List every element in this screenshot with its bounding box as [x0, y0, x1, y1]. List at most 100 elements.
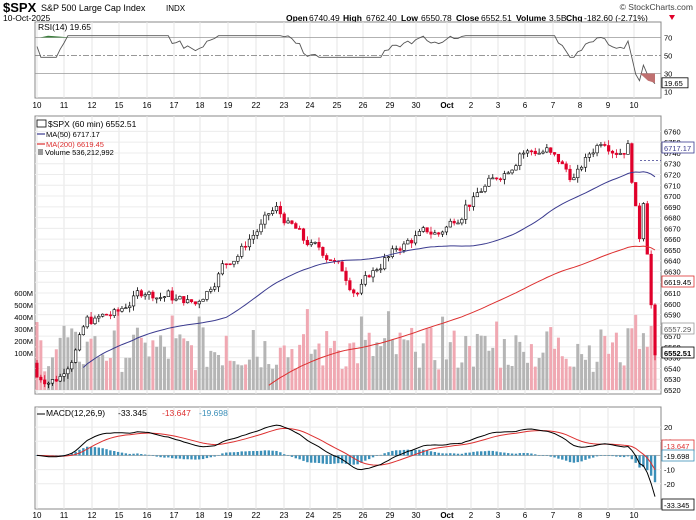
macd-histogram-bar — [290, 455, 294, 457]
volume-bar — [97, 356, 101, 390]
price-tick-label: 6630 — [664, 267, 681, 276]
x-tick-label: 8 — [578, 101, 583, 110]
candle — [155, 297, 159, 300]
candle — [108, 314, 112, 317]
volume-tick-label: 100M — [14, 349, 33, 358]
macd-histogram-bar — [456, 453, 460, 456]
macd-histogram-bar — [252, 450, 255, 456]
volume-bar — [560, 356, 564, 390]
volume-bar — [340, 369, 344, 390]
macd-histogram-bar — [93, 447, 97, 456]
candle — [267, 213, 271, 216]
macd-histogram-bar — [507, 453, 510, 456]
macd-panel — [34, 406, 662, 510]
candle — [371, 270, 375, 278]
macd-histogram-bar — [228, 452, 232, 456]
macd-line — [36, 424, 656, 497]
candle — [143, 294, 147, 297]
ma50-tag-box — [661, 141, 695, 154]
candle — [383, 257, 387, 270]
macd-legend: MACD(12,26,9) -33.345 -13.647 -19.698 — [37, 408, 228, 418]
volume-bar — [483, 335, 487, 390]
volume-bar — [282, 345, 286, 390]
volume-bar — [421, 343, 425, 390]
volume-bar — [417, 367, 421, 390]
volume-bar — [166, 358, 170, 390]
volume-tag: 6557.29 — [664, 325, 691, 334]
volume-bar — [201, 327, 205, 390]
candle — [81, 326, 85, 336]
x-tick-label: 8 — [578, 511, 583, 520]
candle — [637, 205, 642, 240]
volume-bar — [576, 343, 580, 390]
macd-histogram-bar — [329, 455, 332, 465]
volume-tick-label: 200M — [14, 337, 33, 346]
volume-bar — [178, 334, 182, 390]
candle — [522, 152, 526, 155]
volume-bar — [209, 350, 213, 390]
macd-histogram-bar — [375, 455, 379, 456]
macd-histogram-bar — [201, 455, 205, 460]
x-tick-label: Oct — [440, 511, 454, 520]
volume-bar — [356, 363, 360, 390]
x-tick-label: 25 — [333, 511, 342, 520]
macd-histogram-bar — [522, 452, 525, 456]
price-tick-label: 6700 — [664, 192, 681, 201]
volume-bar — [649, 325, 653, 390]
macd-histogram-bar — [398, 450, 402, 456]
candle — [298, 228, 302, 230]
macd-histogram-bar — [530, 453, 533, 456]
candle — [483, 185, 487, 192]
volume-bar — [151, 340, 155, 390]
x-tick-label: 3 — [496, 101, 501, 110]
macd-histogram-bar — [630, 455, 634, 460]
volume-tick-label: 300M — [14, 325, 33, 334]
candle — [178, 296, 182, 300]
macd-histogram-bar — [143, 454, 147, 456]
candle — [112, 309, 116, 316]
candle — [182, 296, 186, 304]
volume-bar — [572, 366, 576, 390]
candle — [580, 166, 584, 170]
macd-histogram-bar — [58, 455, 62, 456]
volume-bar — [545, 331, 549, 390]
macd-histogram-bar — [371, 455, 375, 458]
macd-histogram-bar — [425, 450, 429, 456]
volume-bar — [89, 338, 93, 390]
volume-bar — [641, 333, 645, 390]
macd-histogram-bar — [221, 453, 224, 456]
candle — [437, 232, 441, 235]
volume-bar — [329, 348, 333, 390]
volume-bar — [132, 334, 136, 390]
candle — [552, 152, 557, 155]
macd-histogram-bar — [449, 453, 452, 456]
indicator-lines — [82, 171, 656, 386]
macd-histogram-bar — [89, 446, 93, 456]
macd-histogram-bar — [209, 455, 213, 458]
volume-bar — [390, 339, 394, 390]
macd-histogram-bar — [611, 455, 614, 457]
candle — [282, 213, 286, 224]
volume-bar — [317, 343, 321, 390]
macd-tick-label: -20 — [664, 480, 675, 489]
candle — [189, 299, 194, 303]
x-tick-label: 15 — [115, 511, 124, 520]
macd-histogram-bar — [549, 455, 552, 457]
macd-histogram-bar — [364, 455, 367, 461]
volume-bar — [66, 337, 70, 390]
candle — [85, 316, 89, 328]
volume-bars — [35, 309, 657, 390]
volume-bar — [479, 335, 483, 390]
volume-bar — [514, 335, 518, 390]
candle — [124, 307, 128, 310]
candle — [352, 289, 356, 294]
macd-histogram-bar — [476, 451, 479, 456]
candle — [201, 299, 205, 302]
open-value: 6740.49 — [309, 13, 340, 23]
volume-bar — [433, 360, 437, 390]
macd-series — [35, 424, 657, 497]
x-tick-label: 22 — [252, 511, 261, 520]
macd-histogram-bar — [101, 448, 104, 456]
candle — [309, 242, 313, 246]
x-tick-label: 12 — [88, 511, 97, 520]
